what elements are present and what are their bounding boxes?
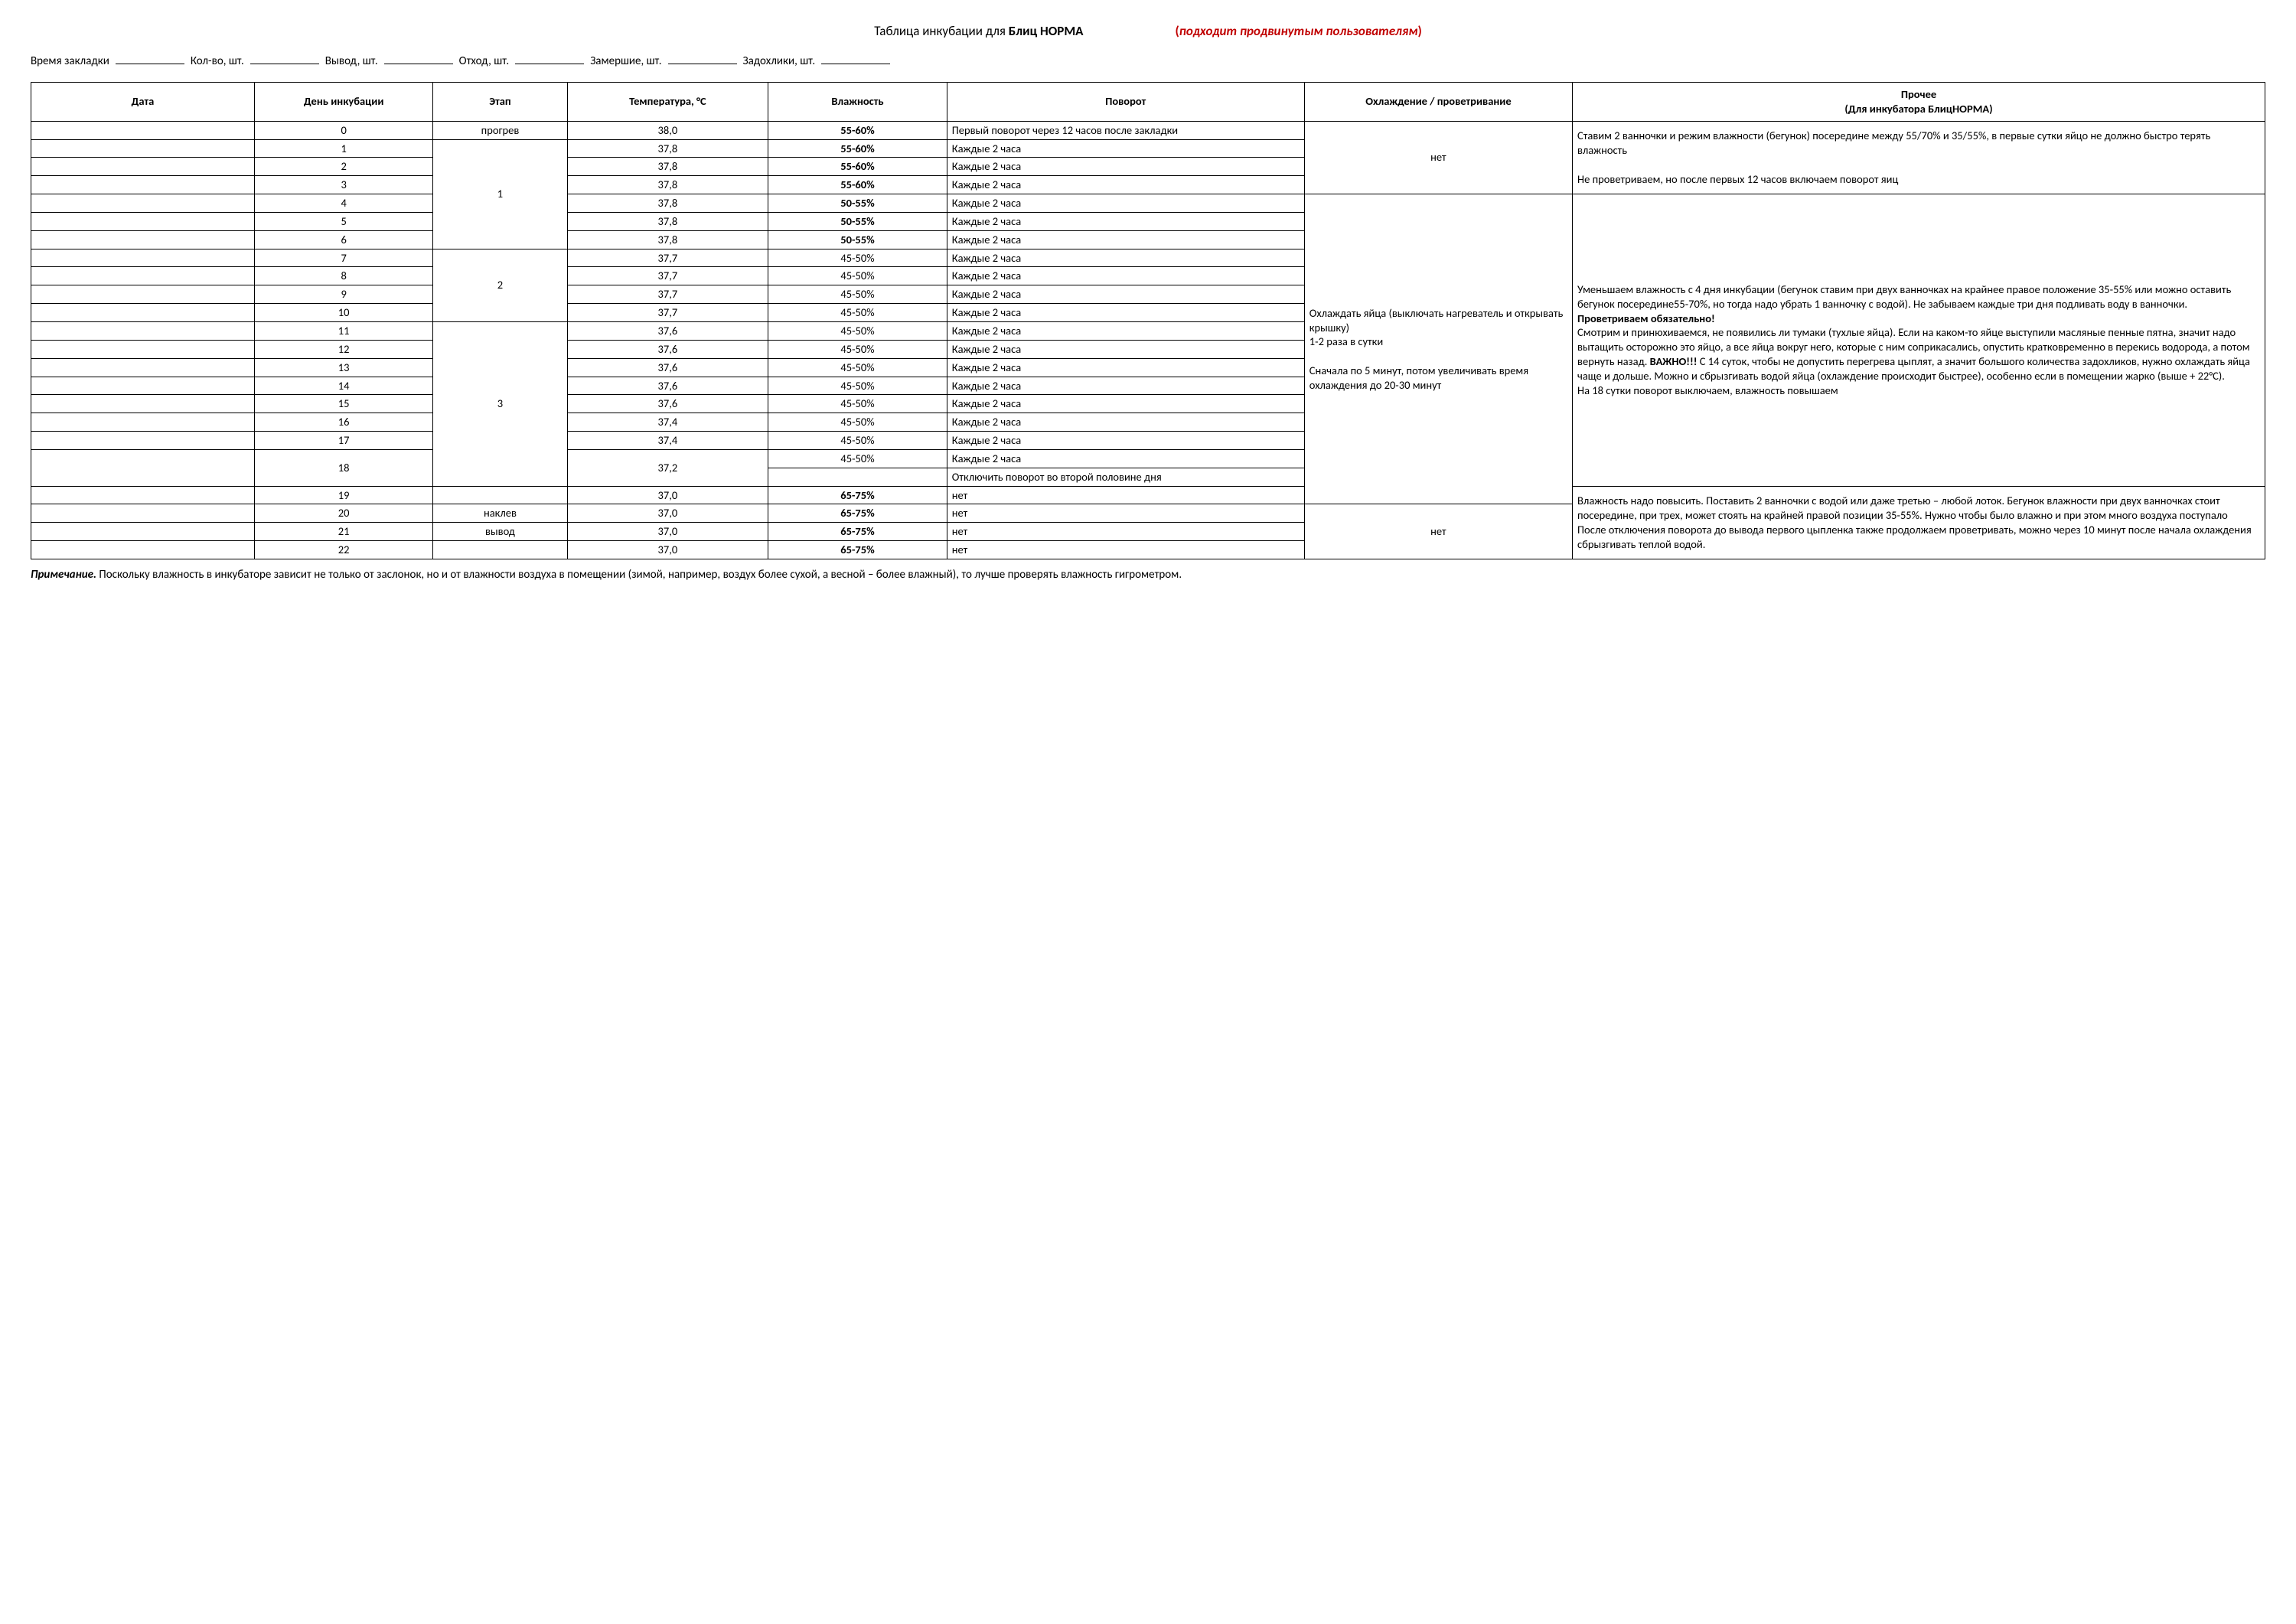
form-blank[interactable] [515,53,584,64]
title-right-text: подходит продвинутым пользователям [1179,23,1418,39]
title-prefix: Таблица инкубации для [874,23,1009,39]
other-block-1: Ставим 2 ванночки и режим влажности (бег… [1573,121,2265,194]
title-right: (подходит продвинутым пользователям) [1175,23,1421,39]
form-blank[interactable] [668,53,737,64]
th-date: Дата [31,83,255,122]
form-label: Вывод, шт. [325,54,378,68]
other-block-2: Уменьшаем влажность с 4 дня инкубации (б… [1573,194,2265,487]
th-day: День инкубации [254,83,433,122]
form-label: Кол-во, шт. [191,54,244,68]
th-hum: Влажность [768,83,947,122]
incubation-table: Дата День инкубации Этап Температура, °C… [31,82,2265,559]
form-row: Время закладки Кол-во, шт. Вывод, шт. От… [31,53,2265,68]
th-temp: Температура, °C [567,83,768,122]
title-row: Таблица инкубации для Блиц НОРМА (подход… [31,23,2265,39]
other-block-3: Влажность надо повысить. Поставить 2 ван… [1573,486,2265,559]
th-stage: Этап [433,83,567,122]
title-left: Таблица инкубации для Блиц НОРМА [874,23,1083,39]
table-row: 4 37,850-55% Каждые 2 часа Охлаждать яйц… [31,194,2265,213]
table-row: 19 37,065-75% нет Влажность надо повысит… [31,486,2265,504]
form-label: Задохлики, шт. [743,54,816,68]
title-bold: Блиц НОРМА [1009,23,1084,39]
form-blank[interactable] [250,53,319,64]
footnote: Примечание. Поскольку влажность в инкуба… [31,567,2265,583]
form-label: Время закладки [31,54,109,68]
form-blank[interactable] [116,53,184,64]
th-cool: Охлаждение / проветривание [1304,83,1572,122]
form-blank[interactable] [384,53,453,64]
form-label: Отход, шт. [459,54,510,68]
th-turn: Поворот [947,83,1304,122]
th-other: Прочее(Для инкубатора БлицНОРМА) [1573,83,2265,122]
form-blank[interactable] [821,53,890,64]
form-label: Замершие, шт. [590,54,661,68]
table-row: 0 прогрев 38,0 55-60% Первый поворот чер… [31,121,2265,139]
table-header-row: Дата День инкубации Этап Температура, °C… [31,83,2265,122]
